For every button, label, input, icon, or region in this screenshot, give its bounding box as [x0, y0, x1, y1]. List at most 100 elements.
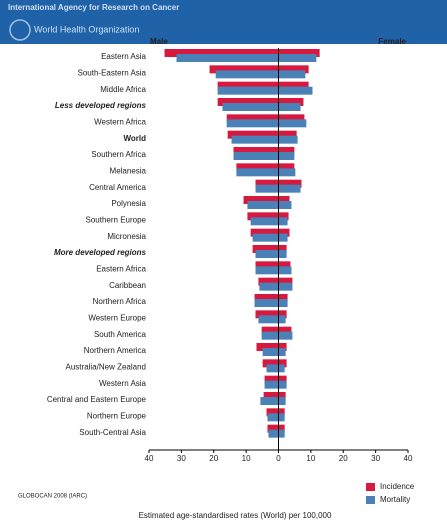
bar — [226, 119, 279, 128]
x-tick-label: 40 — [145, 454, 154, 463]
category-label: World — [123, 134, 146, 143]
bar — [278, 375, 287, 384]
bar — [278, 103, 301, 111]
left-label: Male — [150, 37, 168, 46]
bar — [278, 168, 296, 177]
bar — [278, 196, 290, 204]
bar — [278, 331, 293, 340]
bar — [278, 266, 292, 275]
bar — [264, 380, 279, 389]
category-label: Southern Europe — [86, 215, 147, 224]
bar — [278, 49, 320, 57]
bar — [254, 294, 279, 302]
bar — [236, 163, 279, 172]
bar — [255, 179, 279, 188]
bar — [278, 364, 285, 373]
bar — [247, 212, 279, 221]
bar — [267, 413, 279, 422]
bar — [222, 103, 279, 111]
category-label: Western Europe — [88, 313, 146, 322]
bar — [260, 397, 279, 405]
category-label: Polynesia — [111, 199, 146, 208]
header-band — [0, 0, 447, 44]
bar — [278, 326, 292, 335]
bar — [278, 250, 287, 258]
x-axis-label: Estimated age-standardised rates (World)… — [139, 511, 332, 520]
bar — [278, 184, 301, 193]
category-label: Western Asia — [99, 379, 147, 388]
bar — [209, 65, 279, 74]
category-label: Southern Africa — [91, 150, 146, 159]
bar — [278, 294, 288, 302]
bar — [233, 147, 279, 155]
bar — [278, 54, 317, 62]
bar — [243, 196, 279, 204]
category-label: Northern Africa — [93, 297, 147, 306]
x-tick-label: 10 — [242, 454, 251, 463]
bar — [266, 364, 279, 373]
bar — [278, 413, 285, 422]
bar — [278, 217, 288, 226]
bar — [227, 130, 279, 139]
bar — [252, 233, 279, 242]
category-label: Eastern Asia — [101, 52, 146, 61]
bar — [261, 326, 279, 335]
bar — [258, 277, 279, 286]
source: GLOBOCAN 2008 (IARC) — [18, 494, 87, 500]
bar — [278, 135, 298, 144]
bar — [247, 201, 279, 209]
bar — [278, 343, 287, 351]
bar — [217, 98, 279, 106]
who-name: World Health Organization — [34, 24, 139, 34]
bar — [226, 114, 279, 123]
category-label: South America — [94, 330, 147, 339]
bar — [215, 70, 279, 79]
category-label: Eastern Africa — [96, 264, 146, 273]
bar — [254, 299, 279, 307]
bar — [263, 392, 279, 400]
bar — [278, 310, 287, 319]
bar — [278, 119, 307, 128]
legend-swatch — [366, 496, 375, 504]
bar — [268, 429, 279, 438]
bar — [164, 49, 279, 57]
bar — [278, 261, 291, 270]
bar — [278, 424, 285, 433]
bar — [217, 86, 279, 95]
bar — [255, 261, 279, 270]
category-label: South-Eastern Asia — [78, 68, 147, 77]
category-label: Northern Europe — [87, 411, 147, 420]
bar — [278, 233, 288, 242]
right-label: Female — [378, 37, 406, 46]
category-label: Middle Africa — [100, 85, 146, 94]
bar — [278, 212, 289, 221]
x-tick-label: 40 — [404, 454, 413, 463]
bar — [266, 408, 279, 417]
bar — [278, 86, 313, 95]
category-label: South-Central Asia — [79, 428, 146, 437]
x-tick-label: 30 — [177, 454, 186, 463]
x-tick-label: 0 — [276, 454, 281, 463]
bar — [250, 217, 279, 226]
category-label: Central America — [89, 183, 146, 192]
bar — [278, 282, 293, 291]
bar — [278, 163, 295, 172]
bar — [278, 179, 302, 188]
bar — [264, 375, 279, 384]
category-label: Caribbean — [109, 281, 146, 290]
bar — [255, 184, 279, 193]
x-tick-label: 20 — [209, 454, 218, 463]
bar — [278, 228, 290, 237]
bar — [258, 315, 279, 324]
bar — [255, 266, 279, 275]
category-label: Western Africa — [94, 117, 146, 126]
bar — [256, 343, 279, 351]
bar — [278, 277, 293, 286]
bar — [231, 135, 279, 144]
bar — [278, 65, 309, 74]
bar — [233, 152, 279, 160]
bar — [255, 250, 279, 258]
x-tick-label: 10 — [306, 454, 315, 463]
bar — [278, 315, 286, 324]
